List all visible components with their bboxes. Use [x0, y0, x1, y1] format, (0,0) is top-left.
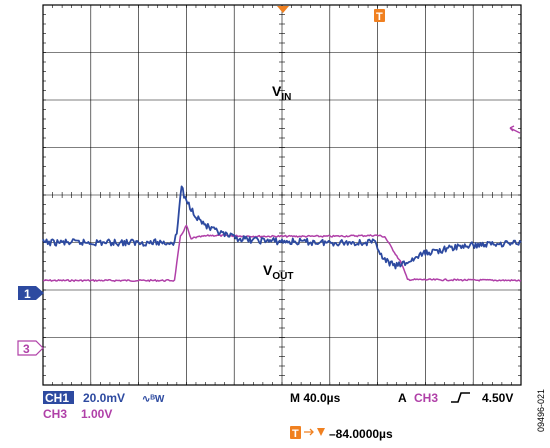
timebase-readout: M 40.0µs	[290, 391, 341, 405]
delay-t-label: T	[292, 428, 299, 440]
traces	[42, 185, 522, 283]
vout-label-main: V	[263, 262, 273, 278]
ch3-readout: CH3 1.00V	[43, 407, 112, 421]
vin-trace	[42, 224, 522, 283]
figure-id: 09496-021	[536, 389, 546, 432]
ch3-tag: CH3	[43, 407, 67, 421]
ch1-readout: CH1 20.0mV ∿ᴮW	[43, 391, 165, 405]
ch1-bw-limit: ∿ᴮW	[142, 394, 165, 405]
vin-label: VIN	[272, 83, 291, 103]
trigger-t-marker: T	[374, 9, 385, 23]
ch3-scale: 1.00V	[81, 407, 112, 421]
trigger-delay-readout: T –84.0000µs	[290, 426, 393, 441]
graticule	[42, 4, 522, 386]
trigger-channel: CH3	[414, 391, 438, 405]
vout-label-sub: OUT	[272, 271, 293, 282]
trigger-t-label: T	[376, 11, 383, 23]
trigger-delay: –84.0000µs	[329, 427, 393, 441]
ch1-scale: 20.0mV	[83, 391, 125, 405]
ch1-ground-marker: 1	[18, 286, 44, 301]
trigger-level-arrow	[509, 125, 521, 134]
trigger-level: 4.50V	[482, 391, 513, 405]
delay-arrow-icon	[304, 428, 314, 436]
ch1-tag: CH1	[45, 391, 69, 405]
trigger-position-marker	[277, 6, 289, 13]
vin-label-main: V	[272, 83, 282, 99]
acq-mode: A	[398, 391, 407, 405]
ch3-ground-marker: 3	[17, 340, 44, 356]
delay-down-icon	[317, 428, 325, 436]
ch1-marker-label: 1	[24, 287, 31, 301]
vin-label-sub: IN	[281, 92, 291, 103]
ch3-marker-label: 3	[23, 342, 30, 356]
vout-label: VOUT	[263, 262, 293, 282]
trigger-readout: A CH3 4.50V	[398, 391, 513, 405]
vout-trace	[42, 185, 522, 270]
rising-edge-icon	[451, 392, 470, 403]
